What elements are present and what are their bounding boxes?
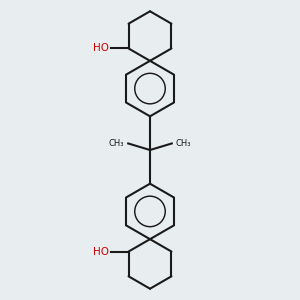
Text: CH₃: CH₃ <box>176 139 191 148</box>
Text: HO: HO <box>93 247 109 256</box>
Text: HO: HO <box>93 44 109 53</box>
Text: CH₃: CH₃ <box>109 139 124 148</box>
